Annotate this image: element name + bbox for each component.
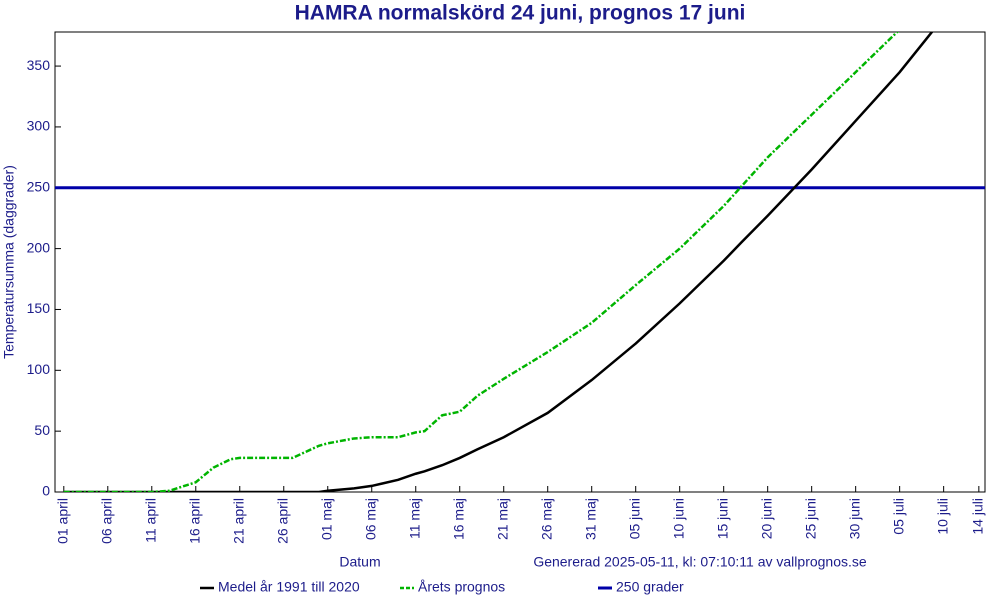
x-tick-label: 26 april (274, 498, 290, 544)
legend-label: Årets prognos (418, 579, 505, 595)
y-tick-label: 200 (27, 239, 51, 255)
plot-layer (55, 32, 985, 492)
x-tick-label: 31 maj (582, 498, 598, 540)
x-tick-label: 05 juni (626, 498, 642, 539)
x-tick-label: 06 maj (362, 498, 378, 540)
series-line (63, 32, 934, 492)
x-tick-label: 16 april (186, 498, 202, 544)
x-tick-label: 11 april (142, 498, 158, 543)
y-tick-label: 250 (27, 178, 51, 194)
x-tick-label: 05 juli (890, 498, 906, 535)
y-tick-label: 100 (27, 361, 51, 377)
x-tick-label: 16 maj (450, 498, 466, 540)
legend-label: 250 grader (616, 579, 684, 595)
x-tick-label: 20 juni (758, 498, 774, 539)
x-tick-label: 06 april (98, 498, 114, 544)
y-tick-label: 0 (42, 483, 50, 499)
y-tick-label: 150 (27, 300, 51, 316)
x-tick-label: 30 juni (846, 498, 862, 539)
x-tick-label: 10 juli (934, 498, 950, 535)
y-tick-label: 350 (27, 57, 51, 73)
y-tick-label: 300 (27, 118, 51, 134)
x-tick-label: 25 juni (802, 498, 818, 539)
x-tick-label: 15 juni (714, 498, 730, 539)
x-tick-label: 01 maj (318, 498, 334, 540)
x-tick-label: 14 juli (970, 498, 986, 535)
x-tick-label: 01 april (55, 498, 71, 544)
chart-title: HAMRA normalskörd 24 juni, prognos 17 ju… (295, 2, 746, 25)
x-tick-label: 26 maj (538, 498, 554, 540)
x-tick-label: 11 maj (406, 498, 422, 539)
plot-area (54, 31, 986, 493)
y-axis-label: Temperatursumma (daggrader) (1, 165, 17, 359)
y-tick-label: 50 (34, 422, 50, 438)
x-tick-label: 21 april (230, 498, 246, 544)
x-axis-label: Datum (339, 554, 380, 570)
series-line (63, 32, 899, 492)
x-tick-label: 10 juni (670, 498, 686, 539)
x-tick-label: 21 maj (494, 498, 510, 540)
annotation: Genererad 2025-05-11, kl: 07:10:11 av va… (533, 554, 867, 570)
legend-label: Medel år 1991 till 2020 (218, 579, 360, 595)
